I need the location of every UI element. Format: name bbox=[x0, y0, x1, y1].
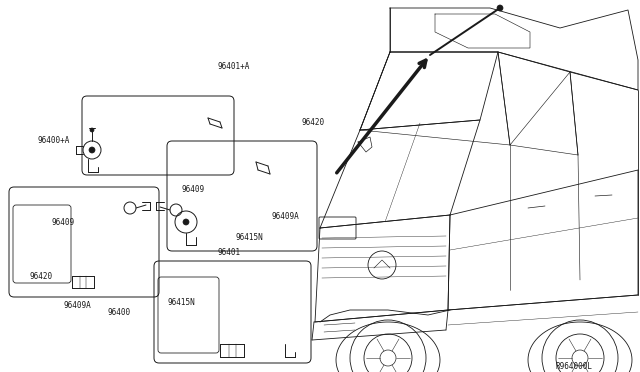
Text: 96400: 96400 bbox=[108, 308, 131, 317]
Text: 96409: 96409 bbox=[52, 218, 75, 227]
Text: 96415N: 96415N bbox=[236, 233, 264, 242]
Text: 96415N: 96415N bbox=[168, 298, 196, 307]
Circle shape bbox=[90, 128, 94, 132]
Text: 96409A: 96409A bbox=[272, 212, 300, 221]
Text: 96420: 96420 bbox=[302, 118, 325, 127]
Text: R964000L: R964000L bbox=[555, 362, 592, 371]
Text: 96400+A: 96400+A bbox=[38, 136, 70, 145]
Circle shape bbox=[497, 5, 503, 11]
Text: 96401: 96401 bbox=[218, 248, 241, 257]
Text: 96401+A: 96401+A bbox=[218, 62, 250, 71]
Text: 96409: 96409 bbox=[182, 185, 205, 194]
Text: 96420: 96420 bbox=[30, 272, 53, 281]
Circle shape bbox=[89, 147, 95, 153]
Text: 96409A: 96409A bbox=[63, 301, 91, 310]
Circle shape bbox=[183, 219, 189, 225]
